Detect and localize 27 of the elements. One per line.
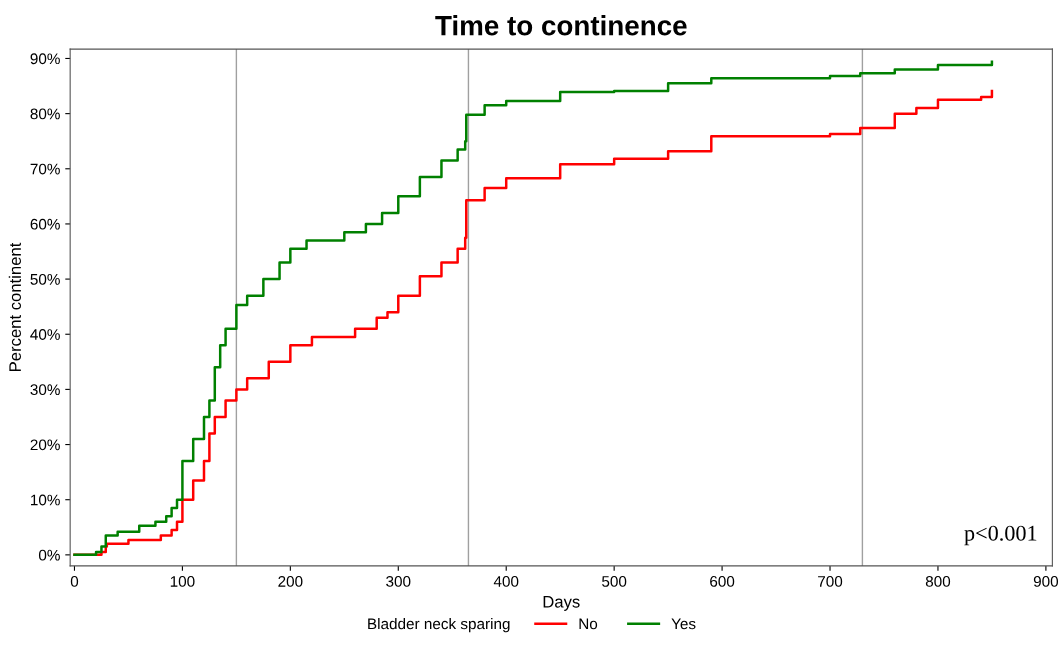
y-tick-label: 50% (30, 273, 60, 285)
y-tick-label: 90% (30, 53, 60, 65)
y-tick-label: 60% (30, 218, 60, 230)
chart-title: Time to continence (435, 15, 687, 36)
x-tick-label: 800 (925, 576, 951, 587)
y-tick-label: 0% (38, 549, 60, 561)
y-axis-title: Percent continent (8, 242, 22, 371)
x-tick-label: 500 (602, 576, 627, 587)
y-tick-label: 70% (30, 163, 60, 175)
x-tick-label: 400 (493, 576, 519, 587)
x-tick-label: 600 (710, 576, 735, 587)
legend-title: Bladder neck sparing (368, 618, 510, 633)
x-tick-label: 100 (170, 576, 195, 587)
annotation: p<0.001 (964, 525, 1037, 546)
x-tick-label: 0 (70, 576, 79, 587)
y-tick-label: 80% (30, 108, 60, 120)
x-tick-label: 200 (278, 576, 303, 587)
legend-label: Yes (671, 618, 696, 630)
x-tick-label: 700 (818, 576, 843, 587)
y-tick-label: 20% (30, 439, 60, 451)
legend-label: No (579, 618, 598, 630)
y-tick-label: 10% (31, 494, 60, 506)
y-tick-label: 40% (30, 329, 60, 340)
x-tick-label: 300 (386, 576, 411, 587)
y-tick-label: 30% (30, 384, 60, 396)
x-axis-title: Days (543, 596, 580, 611)
x-tick-label: 900 (1033, 576, 1059, 587)
